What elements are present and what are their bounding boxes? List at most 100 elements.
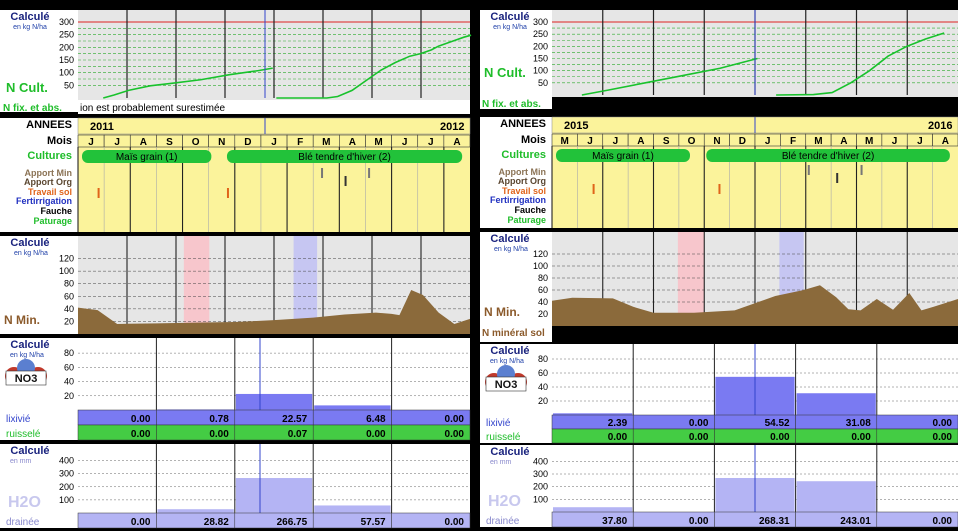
nmin-area bbox=[78, 290, 470, 334]
tick-label: 300 bbox=[533, 17, 548, 27]
tick-label: 80 bbox=[538, 273, 548, 283]
lixivie-label-cell bbox=[0, 410, 78, 425]
draine-value: 243.01 bbox=[840, 516, 871, 527]
draine-label: drainée bbox=[486, 516, 520, 527]
tick-label: 200 bbox=[59, 42, 74, 52]
tick-label: 250 bbox=[533, 29, 548, 39]
strip-label: Paturage bbox=[33, 216, 72, 226]
draine-value: 0.00 bbox=[689, 516, 709, 527]
crop-bar-1[interactable] bbox=[556, 149, 690, 162]
crop-bar-2[interactable] bbox=[226, 150, 463, 163]
no3-molecule-icon: NO3 bbox=[5, 359, 47, 386]
draine-label: drainée bbox=[6, 517, 40, 528]
calcule-label: Calculé bbox=[490, 11, 529, 23]
tick-label: 200 bbox=[59, 482, 74, 492]
event-mark bbox=[592, 184, 595, 194]
strip-label: Travail sol bbox=[28, 187, 72, 197]
tick-label: 20 bbox=[538, 396, 548, 406]
month-label: J bbox=[428, 137, 434, 148]
year-label: 2015 bbox=[564, 120, 588, 132]
strip-sidebar bbox=[480, 117, 552, 228]
month-label: J bbox=[613, 136, 619, 147]
lixivie-label-cell bbox=[480, 415, 552, 429]
month-label: J bbox=[114, 137, 120, 148]
tick-label: 40 bbox=[538, 297, 548, 307]
month-label: J bbox=[917, 136, 923, 147]
crop-label: Maïs grain (1) bbox=[592, 151, 654, 162]
tick-label: 40 bbox=[538, 382, 548, 392]
ncult-note-bar bbox=[78, 100, 470, 114]
ruissele-value: 0.00 bbox=[366, 429, 386, 440]
month-label: F bbox=[790, 136, 796, 147]
ruissele-value: 0.00 bbox=[933, 432, 953, 443]
tick-label: 300 bbox=[59, 469, 74, 479]
month-label: O bbox=[192, 137, 200, 148]
month-label: A bbox=[840, 136, 847, 147]
ncult-sidebar bbox=[0, 10, 78, 112]
strip-label: Cultures bbox=[27, 150, 72, 162]
tick-label: 20 bbox=[64, 316, 74, 326]
draine-bar bbox=[235, 478, 313, 513]
month-label: A bbox=[349, 137, 356, 148]
ncult-line-1 bbox=[776, 32, 945, 96]
tick-label: 100 bbox=[59, 68, 74, 78]
strip-sidebar bbox=[0, 118, 78, 232]
ncult-title: N Cult. bbox=[6, 80, 48, 95]
nmin-title: N Min. bbox=[484, 305, 520, 319]
ruissele-value: 0.00 bbox=[770, 432, 790, 443]
tick-label: 150 bbox=[59, 55, 74, 65]
unit-label: en kg N/ha bbox=[490, 358, 524, 365]
month-label: J bbox=[765, 136, 771, 147]
month-label: S bbox=[663, 136, 670, 147]
calcule-label: Calculé bbox=[10, 339, 49, 351]
lixivie-value: 0.00 bbox=[445, 414, 465, 425]
nmin-title: N Min. bbox=[4, 313, 40, 327]
strip-label: Apport Org bbox=[498, 176, 546, 186]
draine-value: 0.00 bbox=[445, 517, 465, 528]
tick-label: 250 bbox=[59, 30, 74, 40]
crop-label: Blé tendre d'hiver (2) bbox=[782, 151, 875, 162]
tick-label: 40 bbox=[64, 304, 74, 314]
no3-box bbox=[5, 370, 47, 386]
event-mark bbox=[321, 168, 324, 178]
strip-label: Fauche bbox=[514, 205, 546, 215]
calcule-label: Calculé bbox=[10, 445, 49, 457]
event-mark bbox=[226, 188, 229, 198]
lixivie-value: 0.00 bbox=[933, 418, 953, 429]
event-mark bbox=[807, 165, 810, 175]
month-label: J bbox=[892, 136, 898, 147]
month-label: D bbox=[244, 137, 251, 148]
travail-sol-period bbox=[677, 232, 705, 326]
tick-label: 400 bbox=[533, 456, 548, 466]
lixivie-label: lixivié bbox=[6, 414, 31, 425]
lixivie-bar bbox=[553, 413, 633, 415]
ncult-sidebar bbox=[480, 10, 552, 109]
ruissele-value: 0.00 bbox=[209, 429, 229, 440]
unit-label: en mm bbox=[10, 458, 32, 465]
crop-label: Blé tendre d'hiver (2) bbox=[298, 152, 391, 163]
lixivie-value: 0.00 bbox=[689, 418, 709, 429]
crop-bar-2[interactable] bbox=[706, 149, 950, 162]
month-label: J bbox=[587, 136, 593, 147]
no3-box bbox=[485, 376, 527, 392]
ruissele-value: 0.00 bbox=[608, 432, 628, 443]
draine-bar bbox=[157, 509, 234, 513]
strip-label: Fertirrigation bbox=[490, 195, 546, 205]
h2o-sidebar bbox=[0, 444, 78, 528]
month-cell bbox=[932, 133, 958, 147]
lixivie-bar bbox=[796, 393, 876, 415]
ruissele-value: 0.00 bbox=[689, 432, 709, 443]
lixivie-bar bbox=[157, 409, 234, 410]
calcule-label: Calculé bbox=[490, 233, 529, 245]
crop-bar-1[interactable] bbox=[82, 150, 212, 163]
strip-label: ANNEES bbox=[26, 119, 72, 131]
h2o-title: H2O bbox=[488, 493, 521, 510]
strip-label: Apport Min bbox=[499, 167, 547, 177]
draine-value: 28.82 bbox=[204, 517, 229, 528]
ruissele-label-cell bbox=[480, 429, 552, 443]
crop-label: Maïs grain (1) bbox=[116, 152, 178, 163]
draine-value: 0.00 bbox=[131, 517, 151, 528]
